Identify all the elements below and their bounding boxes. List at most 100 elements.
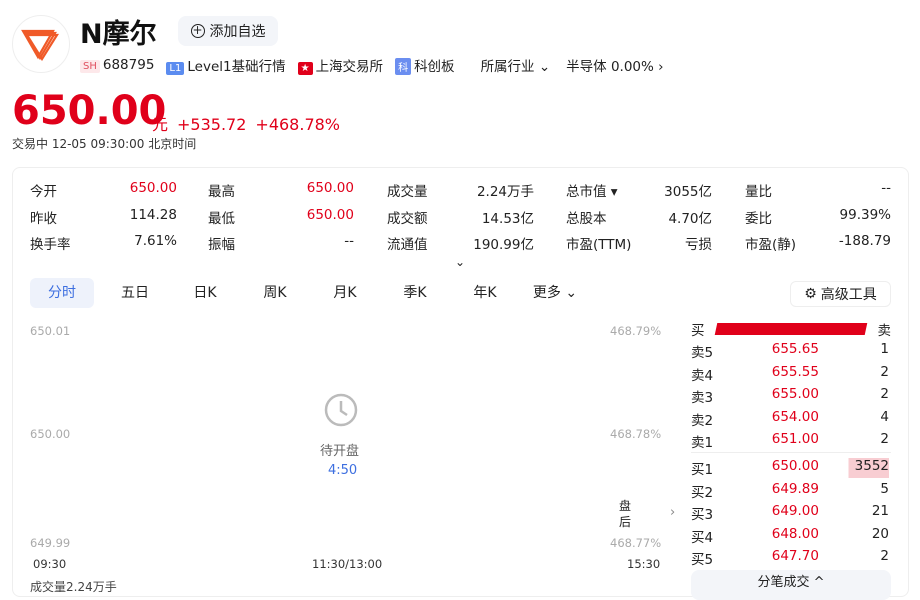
china-flag-icon: ★ [297,62,313,75]
divider [691,452,891,453]
change-percent: +468.78% [255,115,340,134]
tab-2[interactable]: 日K [193,285,217,301]
tab-5[interactable]: 季K [403,285,427,301]
stat-value: 114.28 [129,206,177,223]
ask-row: 卖3 655.00 2 [691,386,891,406]
stat-value: -- [344,233,354,249]
add-watchlist-button[interactable]: + 添加自选 [178,16,278,46]
price: 650.00 [771,458,819,474]
industry-dropdown[interactable]: 所属行业 ⌄ [480,59,551,75]
stock-logo [12,15,70,73]
tab-4[interactable]: 月K [333,285,357,301]
price: 649.89 [771,480,819,497]
level-label: 买5 [691,552,714,568]
tools-icon: ⚙ [804,286,817,302]
level-label: 买1 [691,462,714,478]
volume: 2 [880,386,889,402]
stat-label: 成交量 [387,184,428,200]
stat-label: 流通值 [387,237,428,253]
price: 654.00 [771,408,819,425]
stock-meta: SH 688795 L1 Level1基础行情 ★ 上海交易所 科科创板 所属行业 ⌄… [80,55,664,75]
price: 647.70 [771,548,819,564]
after-hours-toggle[interactable]: 盘后 [619,499,632,529]
stat-label: 总市值 ▾ [566,184,618,200]
level-label: 卖4 [691,367,714,384]
exchange-label: 上海交易所 [315,59,384,75]
tab-1[interactable]: 五日 [121,285,149,301]
stock-code: 688795 [102,57,155,73]
trade-status: 交易中 12-05 09:30:00 北京时间 [12,137,197,151]
market-badge: SH [80,60,100,73]
stat-label: 委比 [745,210,772,227]
waiting-label: 待开盘 [320,444,360,459]
y-right-label: 468.79% [610,324,662,338]
stat-label: 市盈(TTM) [566,237,632,253]
level-label: 买3 [691,507,714,523]
volume: 2 [880,363,889,380]
level-label: 买2 [691,484,714,501]
expand-chevron-icon[interactable]: ⌄ [455,255,466,269]
plus-circle-icon: + [190,23,205,38]
ask-row: 卖2 654.00 4 [691,409,891,429]
stat-label: 市盈(静) [745,237,797,253]
bid-row: 买1 650.00 3552 [691,458,891,478]
stat-value: 650.00 [306,206,354,223]
volume: 3552 [819,458,889,478]
stock-name: N摩尔 [80,19,157,50]
level-label: 卖3 [691,390,714,406]
stat-label: 振幅 [208,237,235,253]
clock-icon [323,392,359,432]
stat-value: 亏损 [685,237,712,253]
tab-0[interactable]: 分时 [30,278,94,308]
ratio-bar [714,323,868,335]
volume: 2 [880,548,889,564]
chevron-down-icon: ⌄ [538,59,551,75]
level-label: 买4 [691,529,714,546]
tab-6[interactable]: 年K [473,285,497,301]
stat-label: 总股本 [566,210,607,227]
board-label: 科创板 [414,59,455,75]
level-label: 卖2 [691,412,714,429]
ticks-button[interactable]: 分笔成交 ^ [691,570,891,600]
tab-3[interactable]: 周K [263,285,287,301]
stat-label: 换手率 [30,237,71,253]
ask-row: 卖4 655.55 2 [691,364,891,384]
y-right-label: 468.77% [610,536,662,550]
stat-value: 650.00 [129,180,177,196]
ask-row: 卖5 655.65 1 [691,341,891,361]
volume: 4 [880,408,889,425]
stat-value: -- [881,180,891,196]
price: 648.00 [771,525,819,542]
stat-value: 3055亿 [664,184,712,200]
level-label[interactable]: Level1基础行情 [187,59,286,75]
volume: 21 [871,503,889,519]
volume: 2 [880,431,889,447]
add-watchlist-label: 添加自选 [209,24,266,40]
y-left-label: 649.99 [30,536,71,550]
chevron-right-icon[interactable]: › [670,505,676,520]
stat-value: 190.99亿 [473,237,534,253]
stat-label: 成交额 [387,210,428,227]
stat-label: 昨收 [30,210,57,227]
stat-label: 最高 [208,184,235,200]
chart-tabs: 分时 五日 日K 周K 月K 季K 年K 更多 ⌄ [30,278,590,308]
y-left-label: 650.01 [30,324,71,338]
level-label: 卖1 [691,435,714,451]
stat-value: 14.53亿 [481,210,534,227]
change-value: +535.72 [177,115,247,134]
ask-row: 卖1 651.00 2 [691,431,891,451]
stat-value: -188.79 [838,233,891,249]
bid-row: 买4 648.00 20 [691,526,891,546]
chevron-right-icon: › [658,59,664,75]
bid-row: 买3 649.00 21 [691,503,891,523]
x-label: 11:30/13:00 [312,557,383,571]
industry-link[interactable]: 半导体 0.00% › [566,59,664,75]
tab-7[interactable]: 更多 ⌄ [532,285,578,301]
volume: 1 [880,341,889,357]
x-label: 09:30 [33,557,67,571]
advanced-tools-button[interactable]: ⚙ 高级工具 [790,281,891,307]
volume: 5 [880,480,889,497]
y-right-label: 468.78% [610,427,662,441]
price: 655.00 [771,386,819,402]
stat-value: 4.70亿 [668,210,712,227]
